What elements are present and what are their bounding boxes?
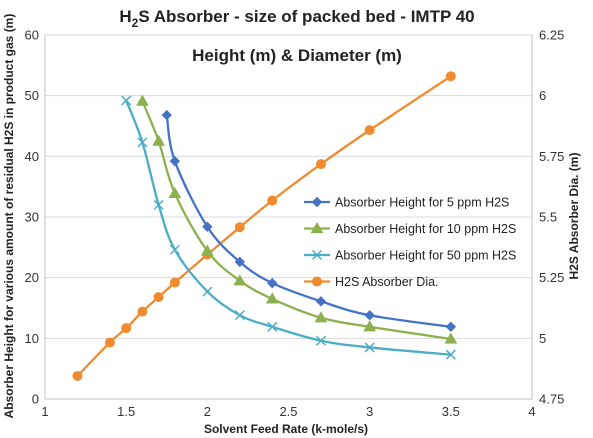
series-3 xyxy=(121,95,456,360)
chart-title: H2S Absorber - size of packed bed - IMTP… xyxy=(119,7,474,30)
y2-axis-title: H2S Absorber Dia. (m) xyxy=(567,153,581,280)
data-point xyxy=(161,109,172,121)
x-tick-label: 4 xyxy=(528,404,535,419)
y-tick-label: 40 xyxy=(25,149,39,164)
legend-label: Absorber Height for 5 ppm H2S xyxy=(335,196,509,210)
y2-tick-label: 4.75 xyxy=(539,392,564,407)
y2-tick-label: 5 xyxy=(539,331,546,346)
data-point xyxy=(169,244,180,255)
x-tick-label: 1 xyxy=(41,404,48,419)
data-point xyxy=(136,94,149,106)
data-point xyxy=(233,274,247,286)
legend-marker xyxy=(311,196,323,208)
data-point xyxy=(121,323,132,334)
data-point xyxy=(315,335,326,346)
data-point xyxy=(169,277,180,288)
y-tick-label: 30 xyxy=(25,210,39,225)
legend-label: Absorber Height for 50 ppm H2S xyxy=(335,249,516,263)
series-layer xyxy=(72,71,458,381)
data-point xyxy=(314,311,328,323)
data-point xyxy=(137,306,148,317)
chart-subtitle: Height (m) & Diameter (m) xyxy=(192,46,402,65)
data-point xyxy=(168,186,182,198)
chart-title-suffix: S Absorber - size of packed bed - IMTP 4… xyxy=(138,7,474,26)
x-tick-label: 2 xyxy=(204,404,211,419)
x-tick-label: 3.5 xyxy=(442,404,460,419)
data-point xyxy=(72,370,83,381)
y2-tick-label: 5.75 xyxy=(539,149,564,164)
data-point xyxy=(202,221,213,232)
data-point xyxy=(234,256,246,268)
data-point xyxy=(153,199,164,210)
axis-layer: 0 10 20 30 40 50 60 4.75 5 5.25 5.5 5.75 6 6.25 1 1.5 2 2… xyxy=(25,28,565,420)
legend-item: H2S Absorber Dia. xyxy=(304,275,439,289)
legend-item: Absorber Height for 5 ppm H2S xyxy=(304,196,509,210)
data-point xyxy=(200,244,214,256)
legend-marker xyxy=(310,221,324,234)
data-point xyxy=(137,137,148,148)
legend-marker xyxy=(312,276,322,287)
y2-tick-label: 6.25 xyxy=(539,28,564,43)
data-point xyxy=(104,337,115,348)
data-point xyxy=(234,310,245,321)
y-axis-title: Absorber Height for various amount of re… xyxy=(2,14,16,419)
x-tick-label: 3 xyxy=(366,404,373,419)
series-line xyxy=(125,100,451,356)
data-point xyxy=(364,342,375,353)
chart-title-subscript: 2 xyxy=(132,16,139,30)
data-point xyxy=(234,222,245,233)
legend-item: Absorber Height for 10 ppm H2S xyxy=(304,221,516,236)
data-point xyxy=(267,277,278,289)
x-tick-label: 2.5 xyxy=(279,404,297,419)
data-point xyxy=(364,125,375,136)
data-point xyxy=(445,349,456,360)
legend: Absorber Height for 5 ppm H2S Absorber He… xyxy=(304,196,516,289)
x-axis-title: Solvent Feed Rate (k-mole/s) xyxy=(204,422,368,436)
y-tick-label: 50 xyxy=(25,88,39,103)
data-point xyxy=(121,95,132,106)
y2-tick-label: 6 xyxy=(539,88,546,103)
legend-label: Absorber Height for 10 ppm H2S xyxy=(335,222,516,236)
data-point xyxy=(315,296,327,307)
y-tick-label: 10 xyxy=(25,331,39,346)
y2-tick-label: 5.25 xyxy=(539,270,564,285)
data-point xyxy=(363,320,377,332)
legend-item: Absorber Height for 50 ppm H2S xyxy=(304,249,516,263)
y-tick-label: 0 xyxy=(32,392,39,407)
series-line xyxy=(141,100,452,341)
data-point xyxy=(169,155,181,167)
data-point xyxy=(153,292,164,303)
series-2 xyxy=(136,94,458,344)
data-point xyxy=(444,332,458,344)
data-point xyxy=(267,195,278,206)
y2-tick-label: 5.5 xyxy=(539,210,557,225)
data-point xyxy=(445,321,457,333)
legend-label: H2S Absorber Dia. xyxy=(335,275,439,289)
series-4 xyxy=(72,71,456,381)
series-1 xyxy=(161,109,457,333)
legend-marker xyxy=(311,249,323,261)
y-tick-label: 20 xyxy=(25,270,39,285)
data-point xyxy=(315,159,326,170)
y-tick-label: 60 xyxy=(25,28,39,43)
data-point xyxy=(445,71,456,82)
x-tick-label: 1.5 xyxy=(117,404,135,419)
chart-title-prefix: H xyxy=(119,7,131,26)
data-point xyxy=(152,134,165,146)
data-point xyxy=(364,310,375,321)
data-point xyxy=(202,286,213,297)
data-point xyxy=(267,321,278,332)
data-point xyxy=(265,292,279,304)
